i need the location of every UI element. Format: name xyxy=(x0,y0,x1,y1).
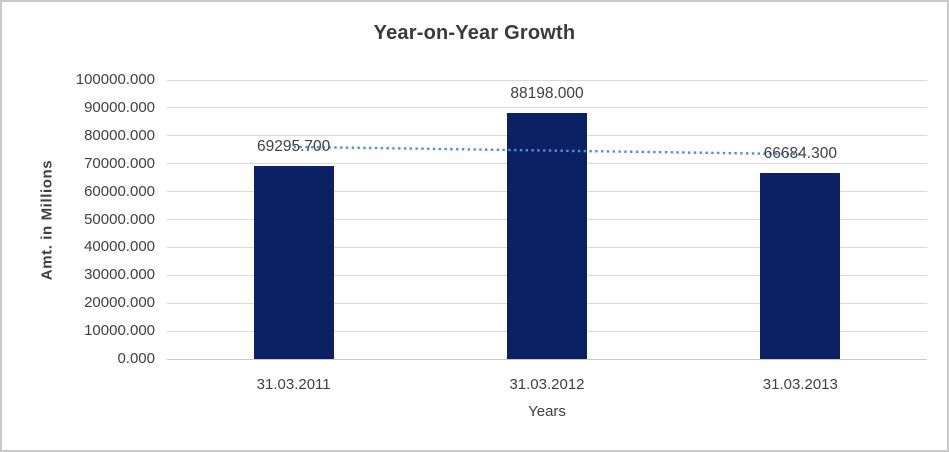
y-tick-label: 60000.000 xyxy=(84,182,155,200)
bar xyxy=(760,172,841,359)
x-tick-label: 31.03.2012 xyxy=(509,376,585,393)
x-axis-title: Years xyxy=(528,403,566,420)
y-tick-label: 20000.000 xyxy=(84,294,155,312)
y-axis-title: Amt. in Millions xyxy=(38,159,56,281)
y-tick-label: 90000.000 xyxy=(84,98,155,116)
y-tick-label: 0.000 xyxy=(117,350,155,367)
bar xyxy=(507,112,587,359)
y-tick-label: 100000.000 xyxy=(75,71,155,88)
y-tick-label: 40000.000 xyxy=(84,238,155,256)
chart-title: Year-on-Year Growth xyxy=(373,22,576,44)
gridline xyxy=(167,79,927,81)
y-tick-label: 30000.000 xyxy=(84,266,155,284)
bar-data-label: 69295.700 xyxy=(257,137,331,155)
gridline xyxy=(167,358,927,360)
bar-data-label: 88198.000 xyxy=(510,84,584,102)
y-tick-label: 70000.000 xyxy=(84,154,155,172)
y-tick-label: 80000.000 xyxy=(84,126,155,144)
bar xyxy=(253,165,334,359)
x-tick-label: 31.03.2013 xyxy=(762,376,838,393)
y-tick-label: 10000.000 xyxy=(84,322,155,340)
gridline xyxy=(167,107,927,109)
bar-data-label: 66684.300 xyxy=(763,144,837,162)
y-tick-label: 50000.000 xyxy=(84,210,155,228)
x-tick-label: 31.03.2011 xyxy=(256,376,331,393)
